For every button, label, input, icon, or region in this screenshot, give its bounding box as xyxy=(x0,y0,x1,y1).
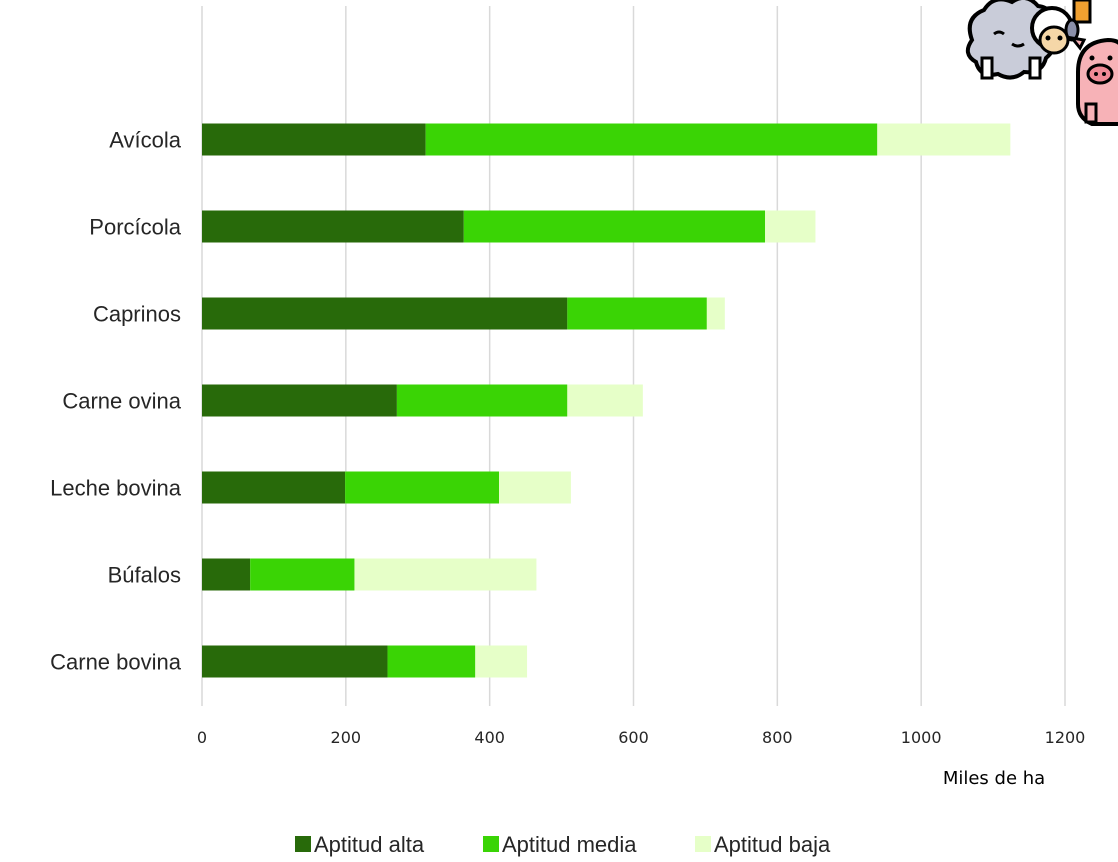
bar-segment-media xyxy=(396,384,568,417)
legend-label: Aptitud media xyxy=(502,832,637,857)
x-tick-label: 1200 xyxy=(1045,728,1086,747)
category-labels: Carne bovina Búfalos Leche bovina Carne ovi… xyxy=(50,128,182,675)
bar-segment-media xyxy=(567,297,707,330)
category-label: Porcícola xyxy=(89,215,181,240)
bar-segment-alta xyxy=(202,558,251,591)
bar-segment-baja xyxy=(877,123,1011,156)
bar-segment-baja xyxy=(475,645,528,678)
pig-icon xyxy=(1068,35,1118,126)
lamb-icon xyxy=(1030,6,1080,55)
x-tick-label: 1000 xyxy=(901,728,942,747)
x-axis-title: Miles de ha xyxy=(943,768,1045,789)
bar-segment-media xyxy=(250,558,355,591)
category-label: Carne ovina xyxy=(62,389,181,414)
legend-swatch xyxy=(483,836,499,852)
legend-label: Aptitud alta xyxy=(314,832,425,857)
bar-segment-baja xyxy=(354,558,537,591)
bar-segment-alta xyxy=(202,210,464,243)
bar-segment-alta xyxy=(202,297,568,330)
x-tick-label: 0 xyxy=(197,728,207,747)
bar-segment-media xyxy=(425,123,878,156)
x-tick-label: 800 xyxy=(762,728,793,747)
legend-label: Aptitud baja xyxy=(714,832,831,857)
bar-segment-baja xyxy=(499,471,571,504)
bar-segment-alta xyxy=(202,471,346,504)
bar-segment-baja xyxy=(567,384,643,417)
bar-segment-baja xyxy=(706,297,725,330)
bar-segment-alta xyxy=(202,123,426,156)
category-label: Caprinos xyxy=(93,302,181,327)
bar-segment-media xyxy=(463,210,766,243)
bar-segment-baja xyxy=(765,210,816,243)
gridlines xyxy=(201,6,1066,706)
legend: Aptitud alta Aptitud media Aptitud baja xyxy=(295,832,831,857)
category-label: Leche bovina xyxy=(50,476,182,501)
legend-swatch xyxy=(295,836,311,852)
bar-segment-alta xyxy=(202,645,388,678)
x-tick-label: 400 xyxy=(474,728,505,747)
bar-segment-alta xyxy=(202,384,397,417)
category-label: Búfalos xyxy=(108,563,181,588)
x-tick-label: 200 xyxy=(331,728,362,747)
category-label: Carne bovina xyxy=(50,650,182,675)
bar-segment-media xyxy=(387,645,476,678)
x-tick-label: 600 xyxy=(618,728,649,747)
category-label: Avícola xyxy=(109,128,182,153)
bars xyxy=(202,123,1011,678)
bar-segment-media xyxy=(345,471,500,504)
farm-animals-icon xyxy=(965,0,1118,126)
legend-swatch xyxy=(695,836,711,852)
x-tick-labels: 0 200 400 600 800 1000 1200 xyxy=(197,728,1085,747)
